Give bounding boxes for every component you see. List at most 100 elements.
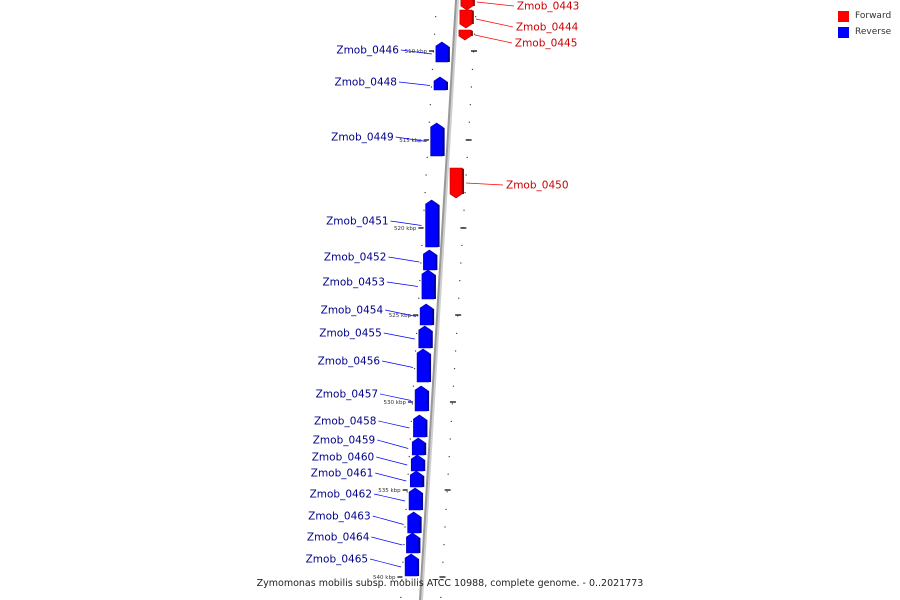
gene-label: Zmob_0446 [336, 45, 399, 57]
gene-arrow-zmob-0463[interactable] [407, 511, 420, 534]
gene-label: Zmob_0449 [331, 132, 393, 144]
gene-arrow-zmob-0443[interactable] [460, 0, 474, 11]
minor-tick [460, 262, 462, 264]
minor-tick [423, 209, 425, 211]
gene-label: Zmob_0452 [324, 252, 386, 264]
genome-axis [419, 0, 459, 600]
scale-label: 535 kbp [378, 488, 401, 494]
scale-label: 540 kbp [373, 575, 396, 581]
minor-tick [401, 579, 403, 581]
gene-arrow-zmob-0457[interactable] [414, 385, 428, 412]
axis-line [419, 0, 457, 600]
label-leader-line [385, 309, 417, 317]
minor-tick [450, 420, 452, 422]
gene-arrow-side [471, 10, 474, 24]
label-leader-line [390, 220, 422, 226]
minor-tick [473, 33, 476, 35]
minor-tick [457, 315, 459, 317]
minor-tick [441, 579, 443, 581]
gene-label: Zmob_0456 [318, 356, 381, 368]
label-leader-line [386, 281, 418, 287]
minor-tick [445, 508, 447, 510]
gene-arrow-side [430, 330, 433, 348]
minor-tick [456, 332, 458, 334]
gene-arrow-zmob-0445[interactable] [458, 29, 472, 41]
gene-arrow-zmob-0462[interactable] [408, 487, 422, 511]
minor-tick [412, 385, 415, 387]
minor-tick [402, 561, 404, 563]
minor-tick [405, 508, 407, 510]
label-leader-line [380, 393, 412, 401]
scale-label: 515 kbp [399, 138, 422, 144]
minor-tick [414, 350, 417, 352]
label-leader-line [376, 456, 408, 466]
gene-arrow-zmob-0452[interactable] [423, 249, 436, 271]
gene-arrow-zmob-0448[interactable] [433, 76, 447, 91]
gene-arrow-side [470, 30, 473, 36]
minor-tick [469, 104, 471, 106]
gene-arrow-zmob-0453[interactable] [421, 269, 435, 300]
gene-arrow-zmob-0456[interactable] [416, 348, 430, 383]
gene-arrow-zmob-0444[interactable] [459, 9, 473, 29]
gene-label: Zmob_0461 [311, 468, 373, 480]
minor-tick [472, 51, 475, 53]
gene-features[interactable] [404, 0, 475, 577]
minor-tick [470, 86, 473, 88]
minor-tick [442, 561, 444, 563]
gene-label: Zmob_0462 [310, 489, 372, 501]
gene-arrow-zmob-0465[interactable] [404, 553, 418, 577]
minor-tick [428, 121, 430, 123]
minor-tick [475, 16, 477, 18]
minor-tick [466, 156, 468, 158]
gene-arrow-zmob-0450[interactable] [449, 167, 463, 199]
gene-arrow-zmob-0449[interactable] [430, 122, 443, 157]
gene-arrow-zmob-0446[interactable] [435, 41, 449, 63]
minor-tick [461, 244, 463, 246]
minor-tick [452, 385, 455, 387]
minor-tick [409, 438, 411, 440]
label-leader-line [378, 420, 410, 429]
gene-arrow-side [427, 390, 430, 411]
label-leader-line [370, 558, 402, 568]
gene-label: Zmob_0444 [516, 22, 579, 34]
minor-tick [468, 121, 470, 123]
legend-item-forward: Forward [838, 8, 891, 24]
gene-arrow-zmob-0454[interactable] [419, 303, 433, 326]
label-leader-line [466, 182, 504, 186]
scale-label: 530 kbp [384, 400, 407, 406]
gene-label: Zmob_0453 [322, 277, 384, 289]
gene-arrow-side [445, 81, 448, 90]
label-leader-line [372, 515, 404, 525]
minor-tick [446, 491, 448, 493]
gene-arrow-zmob-0460[interactable] [410, 454, 424, 472]
minor-tick [451, 403, 454, 405]
gene-arrow-zmob-0451[interactable] [425, 199, 438, 248]
gene-arrow-side [442, 127, 445, 156]
minor-tick [425, 174, 427, 176]
gene-label: Zmob_0451 [326, 216, 388, 228]
legend-item-reverse: Reverse [838, 24, 891, 40]
gene-arrow-zmob-0464[interactable] [406, 532, 419, 554]
label-leader-line [475, 18, 513, 28]
gene-arrow-side [447, 46, 450, 62]
minor-tick [464, 192, 466, 194]
minor-tick [429, 104, 431, 106]
gene-arrow-zmob-0458[interactable] [413, 414, 426, 438]
strand-legend: Forward Reverse [838, 8, 891, 40]
gene-arrow-zmob-0455[interactable] [418, 325, 432, 349]
minor-tick [408, 456, 410, 458]
minor-tick [400, 596, 402, 598]
gene-arrow-zmob-0459[interactable] [411, 437, 425, 456]
label-leader-line [377, 439, 409, 449]
minor-tick [410, 420, 412, 422]
gene-arrow-side [462, 168, 465, 194]
legend-label-reverse: Reverse [855, 27, 892, 37]
minor-tick [448, 456, 450, 458]
gene-arrow-zmob-0461[interactable] [409, 470, 423, 488]
minor-tick [404, 526, 406, 528]
gene-arrow-side [432, 308, 435, 325]
gene-labels: Zmob_0443 Zmob_0444 Zmob_0445 Zmob_0446 Zmob… [306, 1, 579, 568]
minor-tick [449, 438, 451, 440]
gene-arrow-side [429, 353, 432, 382]
